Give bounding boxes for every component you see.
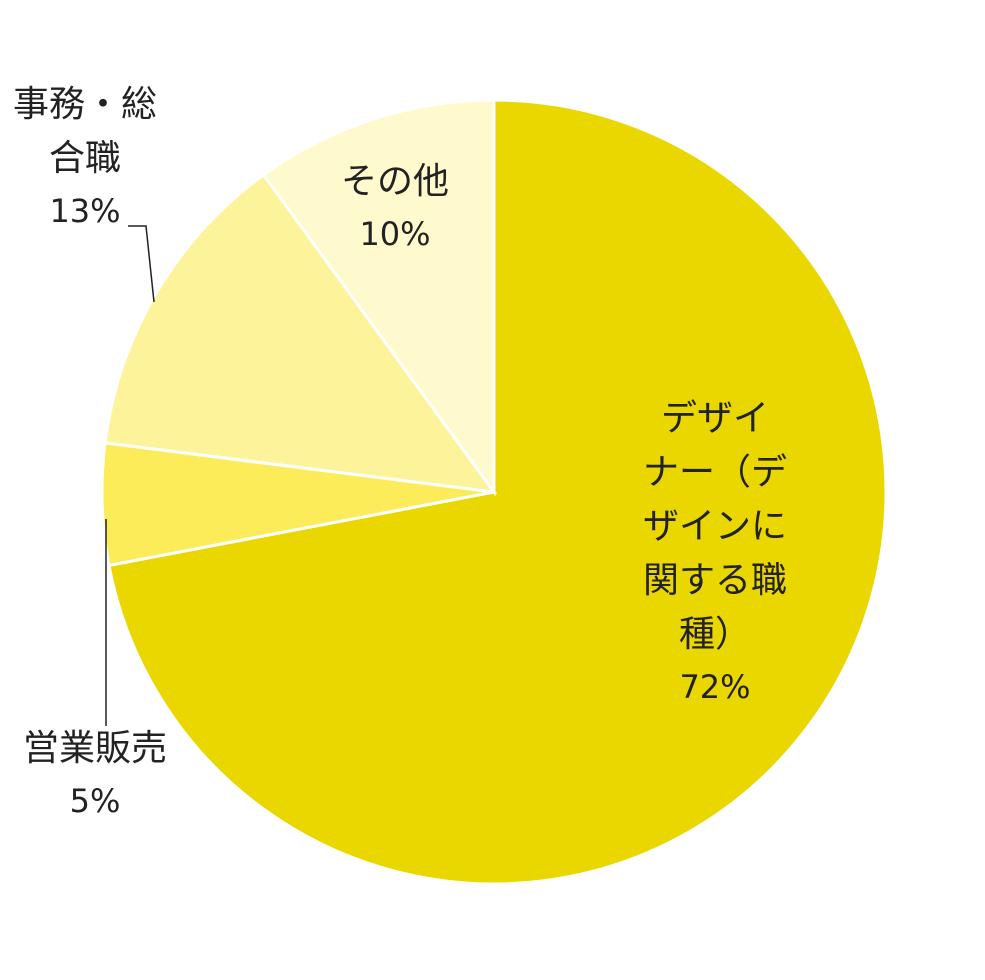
slice-label-line: 関する職 [642,560,787,601]
slice-value-label: 10% [359,215,431,253]
slice-label-line: 事務・総 [12,84,157,125]
slice-label-line: 営業販売 [22,728,167,769]
slice-value-label: 72% [679,668,751,706]
slice-value-label: 13% [49,192,121,230]
slice-value-label: 5% [69,782,121,820]
slice-other [261,98,496,497]
slice-designer [107,98,888,886]
slice-label-line: ザインに [642,506,787,547]
slice-label-line: 種） [678,614,751,655]
slice-label-line: ナー（デ [642,452,787,493]
slice-label-line: 合職 [48,138,121,179]
slice-office [103,172,498,494]
slice-label-line: その他 [340,161,449,202]
slice-label-line: デザイ [660,398,769,439]
leader-line-office [128,225,155,303]
slice-label-sales: 営業販売 5% [0,722,190,826]
slice-label-office: 事務・総 合職 13% [0,78,170,236]
slice-label-designer: デザイ ナー（デ ザインに 関する職 種） 72% [600,392,830,712]
slice-label-other: その他 10% [320,155,470,259]
